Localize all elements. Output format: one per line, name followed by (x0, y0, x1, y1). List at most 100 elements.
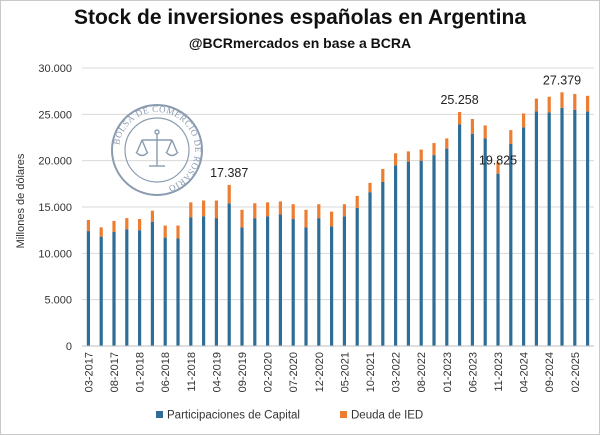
bar-deuda-ied (419, 149, 423, 161)
data-label: 19.825 (479, 153, 517, 167)
data-label: 27.379 (543, 73, 581, 87)
legend-label-capital: Participaciones de Capital (167, 410, 300, 422)
bars (86, 92, 590, 346)
bar-deuda-ied (240, 209, 244, 228)
bar-deuda-ied (394, 153, 398, 166)
bar-deuda-ied (483, 125, 487, 139)
bar-participaciones-capital (163, 237, 167, 346)
bar-participaciones-capital (381, 181, 385, 346)
bar-participaciones-capital (266, 216, 270, 346)
bar-deuda-ied (253, 203, 257, 219)
bar-participaciones-capital (253, 218, 257, 346)
bar-deuda-ied (470, 118, 474, 134)
y-tick-label: 5.000 (44, 295, 72, 307)
bar-participaciones-capital (138, 230, 142, 346)
legend-swatch-capital (156, 411, 163, 418)
x-tick-label: 04-2024 (519, 352, 531, 392)
bar-deuda-ied (458, 111, 462, 125)
bar-deuda-ied (355, 195, 359, 208)
x-tick-label: 04-2019 (211, 352, 223, 392)
bar-deuda-ied (266, 202, 270, 217)
x-tick-label: 09-2024 (544, 352, 556, 392)
bar-participaciones-capital (227, 203, 231, 346)
x-tick-label: 12-2020 (314, 352, 326, 392)
bar-deuda-ied (86, 219, 90, 232)
y-axis-ticks: 0 5.000 10.000 15.000 20.000 25.000 30.000 (38, 63, 72, 353)
legend-label-deuda: Deuda de IED (351, 410, 423, 422)
x-tick-label: 06-2018 (160, 352, 172, 392)
bar-deuda-ied (112, 220, 116, 233)
bar-participaciones-capital (458, 124, 462, 346)
bar-deuda-ied (125, 218, 129, 230)
bar-participaciones-capital (432, 155, 436, 346)
x-tick-label: 03-2022 (391, 352, 403, 392)
bar-participaciones-capital (522, 127, 526, 346)
bar-participaciones-capital (342, 216, 346, 346)
bar-deuda-ied (138, 219, 142, 231)
bar-deuda-ied (534, 98, 538, 112)
bar-deuda-ied (496, 162, 500, 174)
bar-deuda-ied (163, 225, 167, 238)
bar-deuda-ied (522, 113, 526, 128)
bar-deuda-ied (189, 202, 193, 218)
bar-participaciones-capital (534, 111, 538, 346)
bar-participaciones-capital (125, 229, 129, 346)
bar-deuda-ied (342, 204, 346, 217)
bar-deuda-ied (573, 93, 577, 110)
bar-participaciones-capital (445, 148, 449, 346)
x-tick-label: 08-2022 (416, 352, 428, 392)
bar-participaciones-capital (176, 238, 180, 346)
bar-participaciones-capital (496, 173, 500, 346)
bar-deuda-ied (214, 200, 218, 219)
gridlines (82, 67, 594, 301)
bar-deuda-ied (278, 201, 282, 215)
y-tick-label: 0 (66, 341, 72, 353)
legend: Participaciones de Capital Deuda de IED (156, 410, 423, 422)
data-label: 25.258 (440, 93, 478, 107)
bar-participaciones-capital (394, 165, 398, 346)
bar-deuda-ied (291, 204, 295, 220)
bar-participaciones-capital (317, 218, 321, 346)
y-axis-label: Millones de dólares (15, 153, 27, 248)
bar-participaciones-capital (240, 227, 244, 346)
bar-participaciones-capital (291, 219, 295, 346)
x-tick-label: 11-2023 (493, 352, 505, 392)
x-tick-label: 01-2023 (442, 352, 454, 392)
x-tick-label: 10-2021 (365, 352, 377, 392)
y-tick-label: 30.000 (38, 63, 72, 75)
bar-participaciones-capital (150, 221, 154, 346)
y-tick-label: 10.000 (38, 248, 72, 260)
bar-deuda-ied (368, 182, 372, 193)
bar-deuda-ied (317, 204, 321, 219)
bar-participaciones-capital (112, 232, 116, 346)
bar-participaciones-capital (278, 214, 282, 346)
data-labels: 17.387 25.258 19.825 27.379 (210, 73, 581, 180)
x-tick-label: 02-2025 (570, 352, 582, 392)
x-tick-label: 06-2023 (467, 352, 479, 392)
bar-participaciones-capital (214, 218, 218, 346)
x-tick-label: 02-2020 (263, 352, 275, 392)
bar-deuda-ied (432, 143, 436, 156)
bar-deuda-ied (560, 92, 564, 108)
x-tick-label: 03-2017 (83, 352, 95, 392)
y-tick-label: 20.000 (38, 156, 72, 168)
chart-title: Stock de inversiones españolas en Argent… (73, 6, 527, 29)
legend-swatch-deuda (340, 411, 347, 418)
bar-deuda-ied (509, 130, 513, 144)
bar-participaciones-capital (547, 112, 551, 346)
bar-deuda-ied (150, 210, 154, 222)
bar-deuda-ied (99, 227, 103, 237)
bar-participaciones-capital (99, 236, 103, 346)
scales-of-justice-icon (135, 129, 179, 167)
x-tick-label: 07-2020 (288, 352, 300, 392)
bar-participaciones-capital (586, 111, 590, 346)
data-label: 17.387 (210, 166, 248, 180)
bar-deuda-ied (381, 169, 385, 182)
bar-participaciones-capital (573, 109, 577, 346)
bar-participaciones-capital (202, 216, 206, 346)
bar-participaciones-capital (304, 227, 308, 346)
bar-deuda-ied (445, 138, 449, 149)
bar-deuda-ied (202, 200, 206, 217)
bar-participaciones-capital (368, 192, 372, 346)
